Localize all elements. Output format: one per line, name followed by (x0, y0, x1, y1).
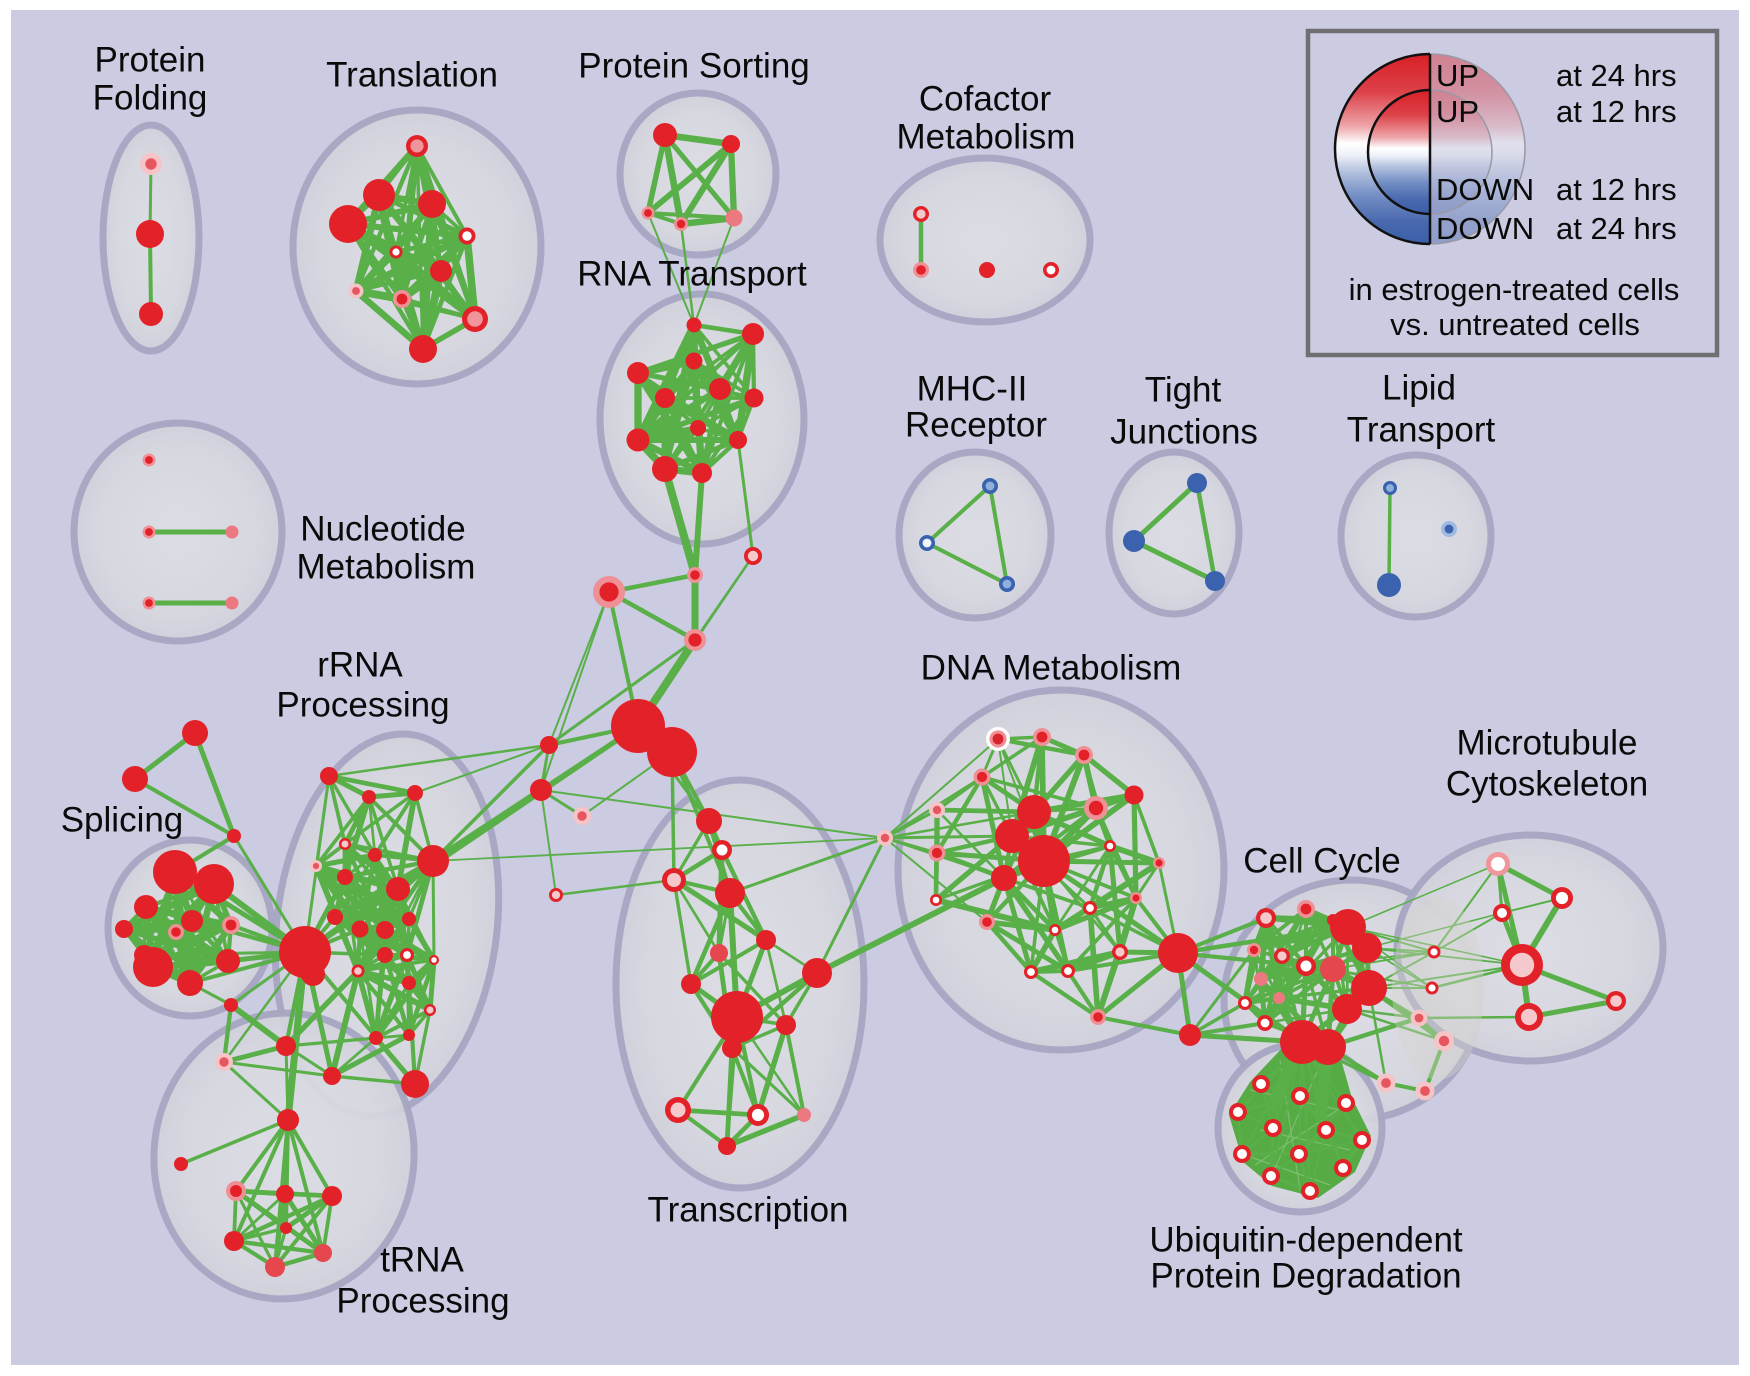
svg-text:Cofactor: Cofactor (919, 79, 1052, 118)
svg-text:Transcription: Transcription (648, 1190, 849, 1229)
svg-text:rRNA: rRNA (317, 645, 403, 684)
svg-text:tRNA: tRNA (380, 1240, 464, 1279)
svg-text:Junctions: Junctions (1110, 412, 1258, 451)
svg-text:Nucleotide: Nucleotide (300, 509, 465, 548)
svg-text:at 24 hrs: at 24 hrs (1556, 58, 1677, 93)
svg-text:MHC-II: MHC-II (917, 369, 1028, 408)
svg-text:Translation: Translation (326, 55, 498, 94)
svg-text:Splicing: Splicing (61, 800, 184, 839)
svg-text:Protein: Protein (95, 40, 206, 79)
svg-text:DOWN: DOWN (1436, 211, 1534, 246)
svg-text:Metabolism: Metabolism (897, 117, 1076, 156)
svg-text:DOWN: DOWN (1436, 172, 1534, 207)
svg-text:UP: UP (1436, 58, 1479, 93)
svg-text:Cell Cycle: Cell Cycle (1243, 841, 1401, 880)
svg-text:Receptor: Receptor (905, 405, 1047, 444)
svg-text:Tight: Tight (1145, 370, 1222, 409)
svg-text:Metabolism: Metabolism (297, 547, 476, 586)
svg-text:DNA Metabolism: DNA Metabolism (921, 648, 1182, 687)
svg-text:Processing: Processing (336, 1281, 509, 1320)
svg-text:Protein Degradation: Protein Degradation (1150, 1256, 1461, 1295)
svg-text:at 12 hrs: at 12 hrs (1556, 172, 1677, 207)
svg-text:in estrogen-treated cells: in estrogen-treated cells (1349, 272, 1680, 307)
svg-text:at 24 hrs: at 24 hrs (1556, 211, 1677, 246)
svg-text:Protein Sorting: Protein Sorting (578, 46, 810, 85)
svg-text:UP: UP (1436, 94, 1479, 129)
svg-text:Folding: Folding (93, 78, 208, 117)
svg-text:at 12 hrs: at 12 hrs (1556, 94, 1677, 129)
svg-text:Cytoskeleton: Cytoskeleton (1446, 764, 1648, 803)
svg-text:vs. untreated cells: vs. untreated cells (1390, 307, 1640, 342)
svg-text:Lipid: Lipid (1382, 368, 1456, 407)
svg-text:Processing: Processing (276, 685, 449, 724)
svg-text:RNA Transport: RNA Transport (577, 254, 807, 293)
svg-text:Transport: Transport (1347, 410, 1496, 449)
svg-text:Ubiquitin-dependent: Ubiquitin-dependent (1149, 1220, 1463, 1259)
svg-text:Microtubule: Microtubule (1457, 723, 1638, 762)
